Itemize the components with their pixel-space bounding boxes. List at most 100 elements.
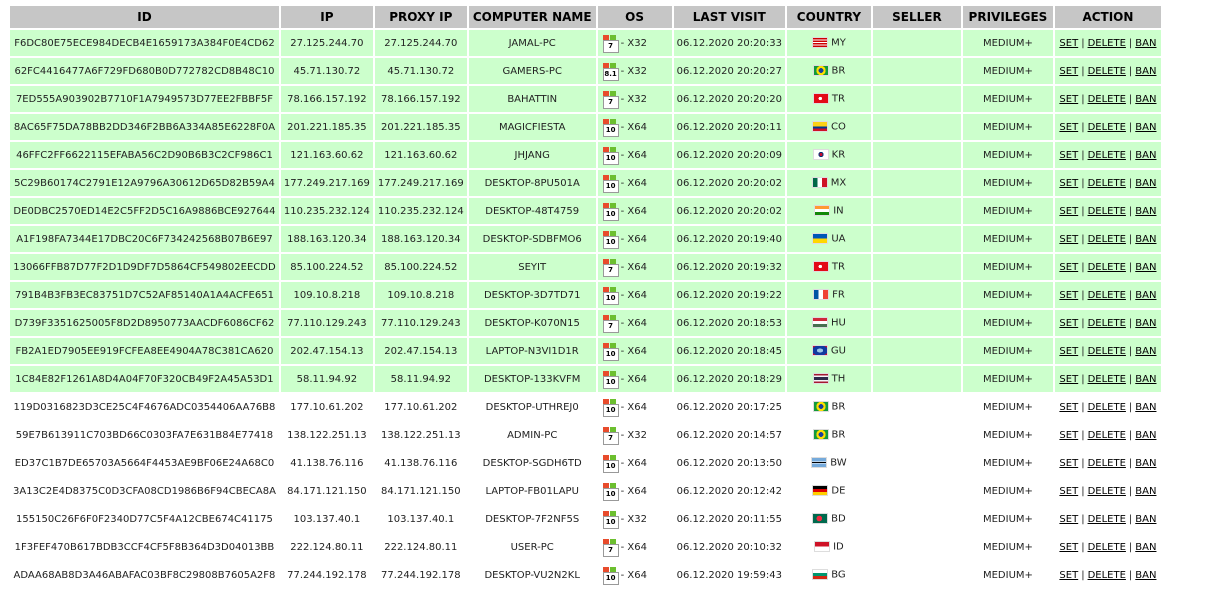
set-link[interactable]: SET bbox=[1059, 401, 1079, 413]
set-link[interactable]: SET bbox=[1059, 345, 1079, 357]
set-link[interactable]: SET bbox=[1059, 261, 1079, 273]
set-link[interactable]: SET bbox=[1059, 457, 1079, 469]
set-link[interactable]: SET bbox=[1059, 205, 1079, 217]
set-link[interactable]: SET bbox=[1059, 233, 1079, 245]
action-separator: | bbox=[1081, 149, 1085, 161]
set-link[interactable]: SET bbox=[1059, 317, 1079, 329]
set-link[interactable]: SET bbox=[1059, 37, 1079, 49]
ban-link[interactable]: BAN bbox=[1135, 429, 1157, 441]
ban-link[interactable]: BAN bbox=[1135, 177, 1157, 189]
privileges-cell: MEDIUM+ bbox=[962, 30, 1053, 56]
delete-link[interactable]: DELETE bbox=[1087, 373, 1126, 385]
computer-name-cell: GAMERS-PC bbox=[468, 58, 596, 84]
os-cell: 7 - X32 bbox=[597, 422, 672, 448]
proxy-ip-cell: 103.137.40.1 bbox=[374, 506, 467, 532]
set-link[interactable]: SET bbox=[1059, 373, 1079, 385]
os-version-label: 7 bbox=[602, 543, 619, 557]
country-cell: ID bbox=[786, 534, 871, 560]
set-link[interactable]: SET bbox=[1059, 485, 1079, 497]
delete-link[interactable]: DELETE bbox=[1087, 121, 1126, 133]
column-header-privileges[interactable]: PRIVILEGES bbox=[962, 6, 1053, 28]
set-link[interactable]: SET bbox=[1059, 65, 1079, 77]
ban-link[interactable]: BAN bbox=[1135, 373, 1157, 385]
delete-link[interactable]: DELETE bbox=[1087, 401, 1126, 413]
os-arch-label: - X64 bbox=[620, 401, 647, 413]
set-link[interactable]: SET bbox=[1059, 93, 1079, 105]
delete-link[interactable]: DELETE bbox=[1087, 149, 1126, 161]
column-header-os[interactable]: OS bbox=[597, 6, 672, 28]
os-version-label: 10 bbox=[602, 487, 619, 501]
ban-link[interactable]: BAN bbox=[1135, 121, 1157, 133]
ban-link[interactable]: BAN bbox=[1135, 569, 1157, 581]
ban-link[interactable]: BAN bbox=[1135, 485, 1157, 497]
set-link[interactable]: SET bbox=[1059, 149, 1079, 161]
column-header-ip[interactable]: IP bbox=[280, 6, 373, 28]
country-code: BW bbox=[830, 457, 847, 469]
ban-link[interactable]: BAN bbox=[1135, 457, 1157, 469]
action-separator: | bbox=[1081, 345, 1085, 357]
delete-link[interactable]: DELETE bbox=[1087, 93, 1126, 105]
delete-link[interactable]: DELETE bbox=[1087, 261, 1126, 273]
ban-link[interactable]: BAN bbox=[1135, 345, 1157, 357]
country-flag-icon bbox=[812, 93, 829, 105]
delete-link[interactable]: DELETE bbox=[1087, 345, 1126, 357]
delete-link[interactable]: DELETE bbox=[1087, 205, 1126, 217]
set-link[interactable]: SET bbox=[1059, 177, 1079, 189]
os-version-label: 10 bbox=[602, 151, 619, 165]
country-flag-icon bbox=[812, 37, 829, 49]
proxy-ip-cell: 121.163.60.62 bbox=[374, 142, 467, 168]
ban-link[interactable]: BAN bbox=[1135, 149, 1157, 161]
column-header-last-visit[interactable]: LAST VISIT bbox=[673, 6, 785, 28]
ban-link[interactable]: BAN bbox=[1135, 401, 1157, 413]
privileges-cell: MEDIUM+ bbox=[962, 422, 1053, 448]
ban-link[interactable]: BAN bbox=[1135, 65, 1157, 77]
ban-link[interactable]: BAN bbox=[1135, 205, 1157, 217]
ban-link[interactable]: BAN bbox=[1135, 317, 1157, 329]
ban-link[interactable]: BAN bbox=[1135, 261, 1157, 273]
ban-link[interactable]: BAN bbox=[1135, 541, 1157, 553]
country-code: CO bbox=[831, 121, 846, 133]
column-header-computer-name[interactable]: COMPUTER NAME bbox=[468, 6, 596, 28]
action-separator: | bbox=[1128, 429, 1133, 441]
delete-link[interactable]: DELETE bbox=[1087, 233, 1126, 245]
delete-link[interactable]: DELETE bbox=[1087, 513, 1126, 525]
country-flag-icon bbox=[812, 261, 829, 273]
set-link[interactable]: SET bbox=[1059, 289, 1079, 301]
column-header-country[interactable]: COUNTRY bbox=[786, 6, 871, 28]
column-header-id[interactable]: ID bbox=[10, 6, 279, 28]
delete-link[interactable]: DELETE bbox=[1087, 289, 1126, 301]
delete-link[interactable]: DELETE bbox=[1087, 429, 1126, 441]
ban-link[interactable]: BAN bbox=[1135, 233, 1157, 245]
delete-link[interactable]: DELETE bbox=[1087, 485, 1126, 497]
set-link[interactable]: SET bbox=[1059, 541, 1079, 553]
ban-link[interactable]: BAN bbox=[1135, 513, 1157, 525]
os-arch-label: - X64 bbox=[620, 373, 647, 385]
delete-link[interactable]: DELETE bbox=[1087, 541, 1126, 553]
ban-link[interactable]: BAN bbox=[1135, 93, 1157, 105]
bot-id-cell: 791B4B3FB3EC83751D7C52AF85140A1A4ACFE651 bbox=[10, 282, 279, 308]
delete-link[interactable]: DELETE bbox=[1087, 569, 1126, 581]
action-separator: | bbox=[1128, 261, 1133, 273]
delete-link[interactable]: DELETE bbox=[1087, 457, 1126, 469]
delete-link[interactable]: DELETE bbox=[1087, 177, 1126, 189]
ban-link[interactable]: BAN bbox=[1135, 289, 1157, 301]
computer-name-cell: JHJANG bbox=[468, 142, 596, 168]
computer-name-cell: DESKTOP-133KVFM bbox=[468, 366, 596, 392]
column-header-proxy-ip[interactable]: PROXY IP bbox=[374, 6, 467, 28]
delete-link[interactable]: DELETE bbox=[1087, 37, 1126, 49]
column-header-seller[interactable]: SELLER bbox=[872, 6, 961, 28]
seller-cell bbox=[872, 422, 961, 448]
ban-link[interactable]: BAN bbox=[1135, 37, 1157, 49]
table-row: 1C84E82F1261A8D4A04F70F320CB49F2A45A53D1… bbox=[10, 366, 1161, 392]
delete-link[interactable]: DELETE bbox=[1087, 317, 1126, 329]
country-flag-icon bbox=[812, 121, 828, 133]
privileges-cell: MEDIUM+ bbox=[962, 506, 1053, 532]
action-cell: SET | DELETE | BAN bbox=[1054, 254, 1161, 280]
set-link[interactable]: SET bbox=[1059, 121, 1079, 133]
bot-id-cell: 59E7B613911C703BD66C0303FA7E631B84E77418 bbox=[10, 422, 279, 448]
set-link[interactable]: SET bbox=[1059, 513, 1079, 525]
delete-link[interactable]: DELETE bbox=[1087, 65, 1126, 77]
privileges-cell: MEDIUM+ bbox=[962, 450, 1053, 476]
set-link[interactable]: SET bbox=[1059, 569, 1079, 581]
set-link[interactable]: SET bbox=[1059, 429, 1079, 441]
